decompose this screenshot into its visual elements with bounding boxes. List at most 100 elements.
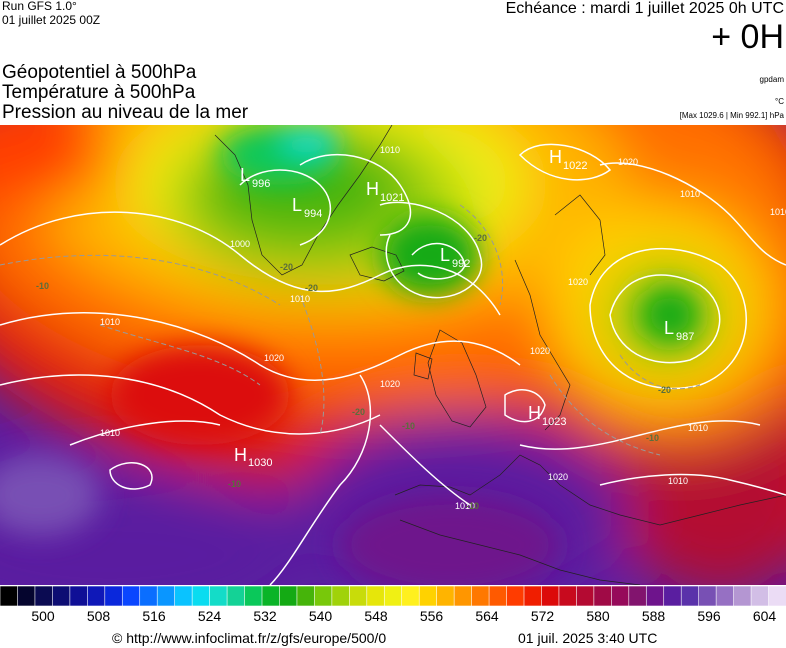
color-scale-label: 540 [308, 608, 333, 624]
svg-text:1010: 1010 [100, 428, 120, 438]
svg-text:-10: -10 [402, 421, 415, 431]
svg-text:1010: 1010 [668, 476, 688, 486]
color-scale-bar [0, 586, 786, 606]
high-center-2: H 1022 [549, 147, 587, 172]
svg-text:1020: 1020 [380, 379, 400, 389]
field-title-geopotential: Géopotentiel à 500hPa [2, 62, 197, 83]
svg-text:-10: -10 [646, 433, 659, 443]
color-scale-swatch [191, 586, 211, 606]
color-scale-label: 532 [253, 608, 277, 624]
svg-text:L: L [664, 318, 674, 338]
color-scale-swatch [52, 586, 71, 606]
color-scale-swatch [383, 586, 403, 606]
color-scale-label: 524 [197, 608, 222, 624]
field-title-pressure: Pression au niveau de la mer [2, 102, 249, 123]
color-scale-swatch [226, 586, 246, 606]
run-date: 01 juillet 2025 00Z [2, 13, 101, 27]
svg-text:-20: -20 [305, 283, 318, 293]
low-center-2: L 994 [292, 195, 322, 220]
color-scale-swatch [279, 586, 298, 606]
svg-text:-10: -10 [466, 501, 479, 511]
color-scale-label: 564 [475, 608, 499, 624]
color-scale-swatch [209, 586, 228, 606]
color-scale-swatch [576, 586, 595, 606]
svg-text:1010: 1010 [455, 501, 475, 511]
color-scale-swatch [436, 586, 456, 606]
svg-text:987: 987 [676, 331, 694, 343]
color-scale-swatch [314, 586, 333, 606]
color-scale-label: 580 [586, 608, 610, 624]
color-scale-swatch [366, 586, 386, 606]
color-scale-swatch [558, 586, 578, 606]
svg-text:1030: 1030 [248, 457, 272, 469]
color-scale-swatch [69, 586, 89, 606]
color-scale-swatch [733, 586, 752, 606]
svg-text:-20: -20 [280, 262, 293, 272]
svg-text:1020: 1020 [548, 472, 568, 482]
color-scale-swatch [0, 586, 19, 606]
isobars [0, 143, 786, 585]
svg-text:H: H [234, 445, 247, 465]
color-scale-swatch [471, 586, 490, 606]
svg-text:H: H [366, 179, 379, 199]
isotherms [0, 204, 701, 456]
svg-text:-20: -20 [658, 385, 671, 395]
svg-text:1020: 1020 [264, 353, 284, 363]
svg-text:-10: -10 [36, 281, 49, 291]
svg-text:1010: 1010 [380, 145, 400, 155]
color-scale-swatch [628, 586, 648, 606]
svg-text:H: H [528, 403, 541, 423]
low-center-4: L 987 [664, 318, 694, 343]
high-center-1: H 1021 [366, 179, 404, 204]
color-scale-swatch [121, 586, 141, 606]
color-scale-swatch [663, 586, 683, 606]
color-scale-swatch [104, 586, 124, 606]
color-scale-label: 500 [31, 608, 55, 624]
svg-text:L: L [240, 165, 250, 185]
svg-text:1023: 1023 [542, 416, 566, 428]
pressure-minmax: [Max 1029.6 | Min 992.1] hPa [679, 111, 784, 120]
low-center-3: L 992 [440, 245, 470, 270]
color-scale-swatch [750, 586, 770, 606]
color-scale-swatch [715, 586, 735, 606]
field-title-temperature: Température à 500hPa [2, 82, 196, 103]
color-scale-label: 596 [697, 608, 721, 624]
svg-text:1020: 1020 [530, 346, 550, 356]
color-scale-labels: 500 508 516 524 532 540 548 556 564 572 580 588 596 6… [0, 608, 786, 628]
color-scale-swatch [261, 586, 281, 606]
color-scale-swatch [349, 586, 368, 606]
svg-text:L: L [292, 195, 302, 215]
color-scale-label: 516 [142, 608, 166, 624]
color-scale-swatch [488, 586, 508, 606]
color-scale-swatch [296, 586, 316, 606]
run-label: Run GFS 1.0° [2, 0, 77, 13]
color-scale-swatch [174, 586, 194, 606]
isobar-labels: 1010 1010 1020 1020 1000 1010 1020 1010 … [100, 145, 786, 511]
svg-text:1020: 1020 [568, 277, 588, 287]
color-scale-label: 588 [641, 608, 666, 624]
svg-text:992: 992 [452, 258, 470, 270]
color-scale-swatch [418, 586, 438, 606]
color-scale-swatch [331, 586, 351, 606]
footer-source-url: © http://www.infoclimat.fr/z/gfs/europe/… [112, 630, 387, 646]
color-scale-swatch [611, 586, 630, 606]
svg-text:1021: 1021 [380, 192, 404, 204]
color-scale-label: 604 [752, 608, 777, 624]
svg-text:1010: 1010 [680, 189, 700, 199]
svg-text:1010: 1010 [688, 423, 708, 433]
svg-text:-20: -20 [474, 233, 487, 243]
color-scale-label: 556 [419, 608, 444, 624]
svg-text:1022: 1022 [563, 160, 587, 172]
color-scale-swatch [244, 586, 263, 606]
color-scale-label: 548 [364, 608, 388, 624]
color-scale-swatch [506, 586, 525, 606]
color-scale-swatch [680, 586, 700, 606]
low-center-1: L 996 [240, 165, 270, 190]
svg-text:L: L [440, 245, 450, 265]
svg-text:996: 996 [252, 178, 270, 190]
svg-text:-20: -20 [352, 407, 365, 417]
color-scale-swatch [17, 586, 36, 606]
svg-text:H: H [549, 147, 562, 167]
svg-text:1010: 1010 [770, 207, 786, 217]
